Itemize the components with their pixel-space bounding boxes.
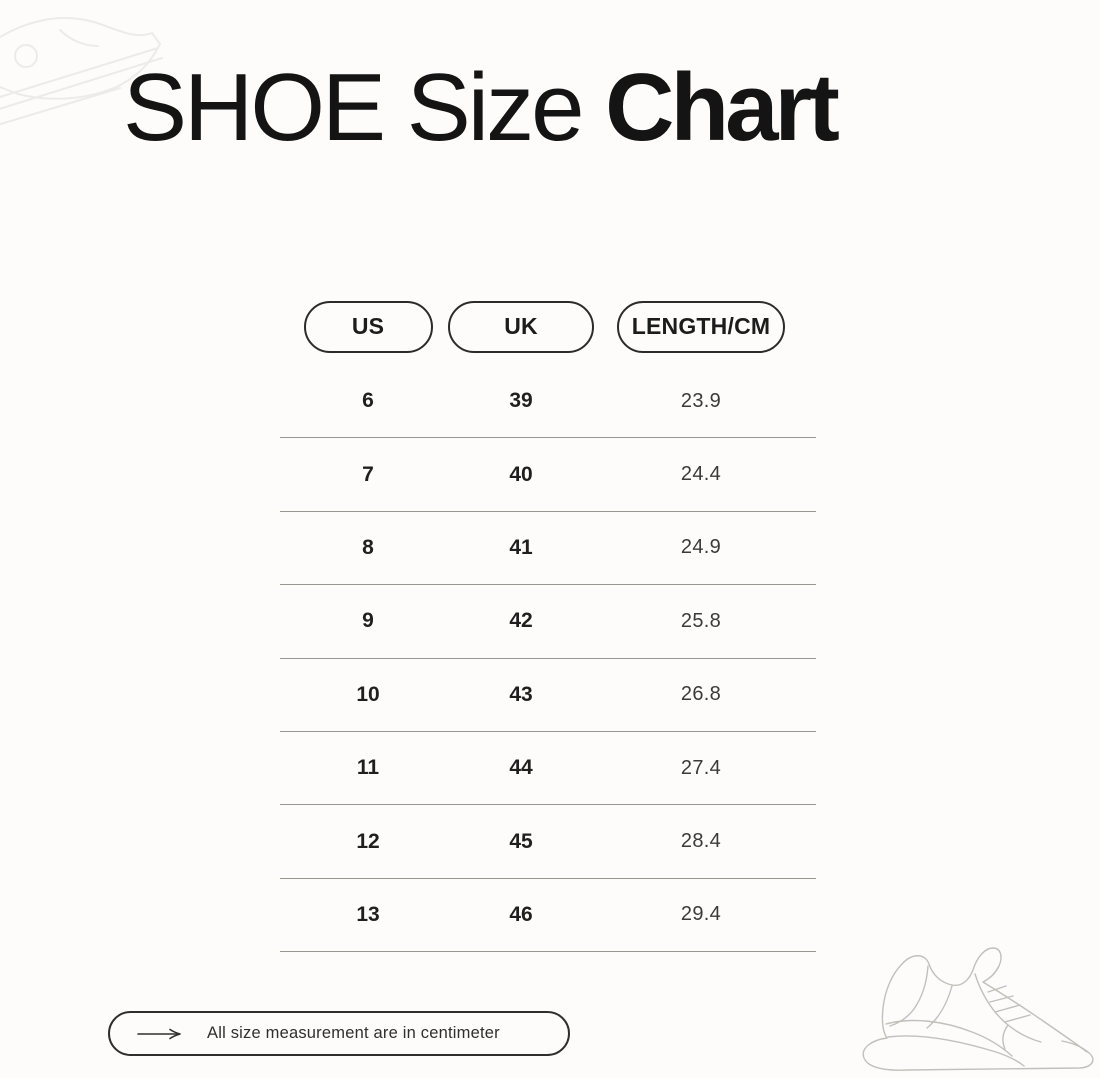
sneaker-outline-icon — [862, 947, 1094, 1071]
title-regular: SHOE Size — [123, 54, 606, 161]
cell-length: 26.8 — [680, 683, 722, 706]
cell-us: 13 — [356, 902, 380, 926]
cell-uk: 46 — [509, 902, 533, 926]
cell-uk: 39 — [509, 389, 533, 413]
cell-us: 7 — [362, 462, 374, 486]
footnote-text: All size measurement are in centimeter — [207, 1024, 500, 1042]
title-bold: Chart — [605, 54, 840, 161]
long-right-arrow-icon — [137, 1027, 183, 1041]
cell-uk: 45 — [509, 829, 533, 853]
header-label-uk: UK — [504, 313, 538, 339]
cell-length: 27.4 — [680, 756, 722, 779]
cell-length: 29.4 — [680, 903, 722, 926]
cell-length: 24.9 — [680, 536, 722, 559]
table-row: 8 41 24.9 — [280, 512, 816, 586]
table-row: 12 45 28.4 — [280, 805, 816, 879]
cell-us: 9 — [362, 609, 374, 633]
header-pill-uk: UK — [448, 300, 594, 353]
header-label-us: US — [351, 313, 385, 339]
table-row: 13 46 29.4 — [280, 879, 816, 953]
footnote-pill: All size measurement are in centimeter — [108, 1011, 570, 1056]
cell-us: 8 — [362, 535, 374, 559]
cell-uk: 40 — [509, 462, 533, 486]
table-body: 6 39 23.9 7 40 24.4 8 41 24.9 9 42 25.8 … — [280, 365, 816, 953]
header-pill-us: US — [303, 300, 433, 353]
size-table: US UK LENGTH/CM 6 39 23.9 7 40 24.4 8 41 — [280, 300, 816, 953]
page-title: SHOE Size Chart — [123, 60, 840, 156]
table-row: 11 44 27.4 — [280, 732, 816, 806]
cell-uk: 44 — [509, 756, 533, 780]
table-row: 6 39 23.9 — [280, 365, 816, 439]
cell-uk: 42 — [509, 609, 533, 633]
cell-uk: 43 — [509, 682, 533, 706]
cell-length: 24.4 — [680, 463, 722, 486]
cell-uk: 41 — [509, 535, 533, 559]
cell-length: 25.8 — [680, 609, 722, 632]
header-label-length-cm: LENGTH/CM — [631, 313, 771, 339]
table-row: 9 42 25.8 — [280, 585, 816, 659]
table-row: 10 43 26.8 — [280, 659, 816, 732]
cell-length: 23.9 — [680, 389, 722, 412]
header-pill-length-cm: LENGTH/CM — [617, 300, 785, 353]
cell-us: 10 — [356, 682, 380, 706]
cell-us: 11 — [356, 756, 380, 780]
table-row: 7 40 24.4 — [280, 438, 816, 512]
cell-us: 12 — [356, 829, 380, 853]
cell-us: 6 — [362, 389, 374, 413]
table-header-row: US UK LENGTH/CM — [280, 300, 816, 353]
cell-length: 28.4 — [680, 830, 722, 853]
